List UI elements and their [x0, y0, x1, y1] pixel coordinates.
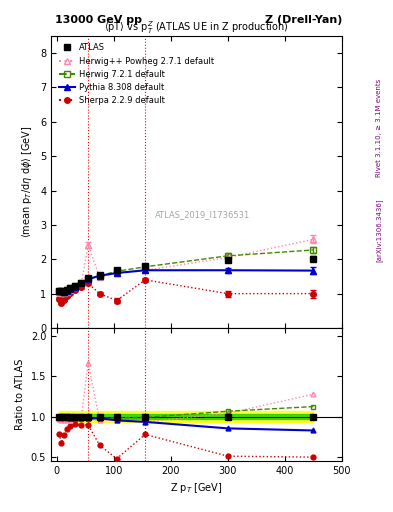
- Y-axis label: $\langle$mean p$_T$/d$\eta$ d$\phi\rangle$ [GeV]: $\langle$mean p$_T$/d$\eta$ d$\phi\rangl…: [20, 125, 35, 238]
- Text: ATLAS_2019_I1736531: ATLAS_2019_I1736531: [155, 210, 250, 219]
- Text: 13000 GeV pp: 13000 GeV pp: [55, 15, 142, 25]
- Text: Rivet 3.1.10, ≥ 3.1M events: Rivet 3.1.10, ≥ 3.1M events: [376, 79, 382, 177]
- Title: $\langle$pT$\rangle$ vs p$^Z_T$ (ATLAS UE in Z production): $\langle$pT$\rangle$ vs p$^Z_T$ (ATLAS U…: [104, 19, 289, 36]
- X-axis label: Z p$_T$ [GeV]: Z p$_T$ [GeV]: [170, 481, 223, 495]
- Text: [arXiv:1306.3436]: [arXiv:1306.3436]: [376, 199, 383, 262]
- Legend: ATLAS, Herwig++ Powheg 2.7.1 default, Herwig 7.2.1 default, Pythia 8.308 default: ATLAS, Herwig++ Powheg 2.7.1 default, He…: [55, 40, 218, 109]
- Y-axis label: Ratio to ATLAS: Ratio to ATLAS: [15, 359, 25, 430]
- Text: Z (Drell-Yan): Z (Drell-Yan): [264, 15, 342, 25]
